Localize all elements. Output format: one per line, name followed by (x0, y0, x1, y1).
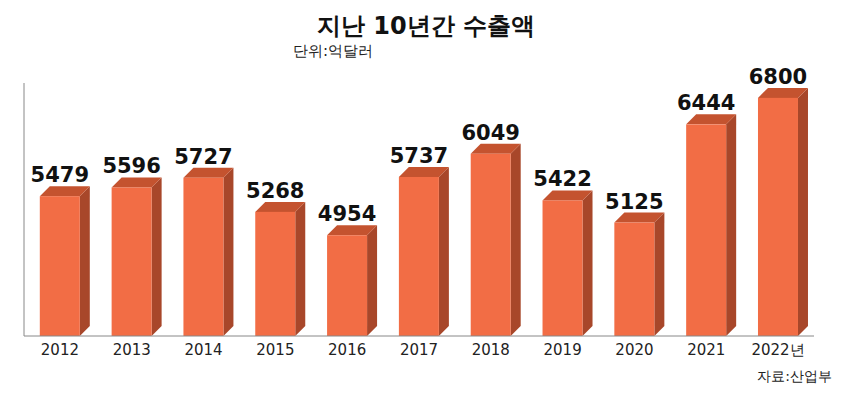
svg-text:5727: 5727 (174, 145, 232, 169)
svg-text:2012: 2012 (41, 341, 79, 359)
svg-text:2014: 2014 (184, 341, 222, 359)
svg-text:6049: 6049 (461, 121, 519, 145)
svg-text:2017: 2017 (400, 341, 438, 359)
svg-text:5125: 5125 (605, 190, 663, 214)
svg-text:2015: 2015 (256, 341, 294, 359)
svg-text:2016: 2016 (328, 341, 366, 359)
svg-text:2019: 2019 (544, 341, 582, 359)
svg-text:2020: 2020 (615, 341, 653, 359)
svg-text:5737: 5737 (390, 144, 448, 168)
html-text:자료:산업부: 자료:산업부 (757, 368, 832, 384)
svg-text:2022년: 2022년 (751, 341, 804, 359)
svg-text:2021: 2021 (687, 341, 725, 359)
svg-text:2013: 2013 (113, 341, 151, 359)
svg-text:6800: 6800 (749, 65, 807, 89)
html-text:단위:억달러: 단위:억달러 (293, 42, 374, 60)
svg-text:2018: 2018 (472, 341, 510, 359)
svg-text:5479: 5479 (31, 163, 89, 187)
svg-text:5596: 5596 (102, 154, 160, 178)
html-text:지난 10년간 수출액: 지난 10년간 수출액 (316, 12, 535, 40)
svg-text:5422: 5422 (533, 167, 591, 191)
svg-text:5268: 5268 (246, 179, 304, 203)
svg-text:4954: 4954 (318, 202, 376, 226)
svg-text:6444: 6444 (677, 91, 735, 115)
